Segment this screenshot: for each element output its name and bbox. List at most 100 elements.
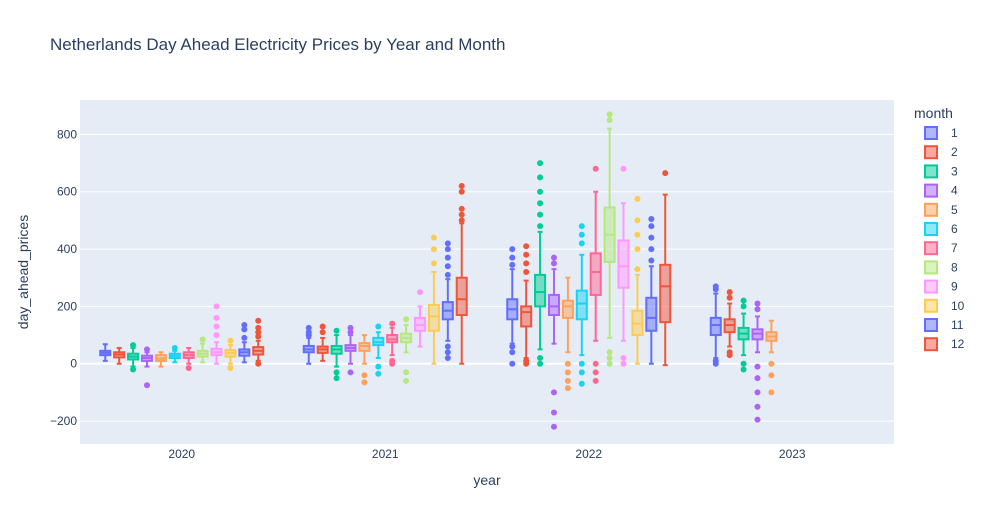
outlier-point: [403, 377, 410, 384]
legend-title: month: [914, 105, 953, 121]
outlier-point: [754, 375, 761, 382]
legend-item-9: 9: [924, 279, 958, 294]
box-iqr: [358, 342, 371, 352]
legend-swatch: [924, 145, 938, 160]
outlier-point: [537, 223, 544, 230]
x-tick-label: 2020: [168, 447, 195, 461]
box-iqr: [617, 239, 630, 289]
legend-item-8: 8: [924, 260, 958, 275]
outlier-point: [523, 260, 530, 267]
outlier-point: [523, 243, 530, 250]
series-5: [154, 276, 778, 396]
series-11: [238, 215, 658, 365]
outlier-point: [550, 423, 557, 430]
outlier-point: [333, 375, 340, 382]
x-tick-labels: 2020 2021 2022 2023: [168, 447, 806, 461]
legend-swatch: [924, 298, 938, 313]
outlier-point: [537, 200, 544, 207]
outlier-point: [768, 372, 775, 379]
outlier-point: [620, 360, 627, 367]
box-iqr: [561, 299, 574, 319]
outlier-point: [417, 289, 424, 296]
outlier-point: [305, 324, 312, 331]
outlier-point: [634, 246, 641, 253]
outlier-point: [754, 363, 761, 370]
series-8: [196, 111, 616, 384]
outlier-point: [255, 329, 262, 336]
outlier-point: [430, 246, 437, 253]
outlier-point: [375, 323, 382, 330]
legend-label: 7: [951, 241, 958, 255]
box-iqr: [520, 305, 533, 328]
outlier-point: [578, 380, 585, 387]
outlier-point: [213, 323, 220, 330]
outlier-point: [361, 379, 368, 386]
outlier-point: [578, 223, 585, 230]
outlier-point: [509, 261, 516, 268]
outlier-point: [509, 349, 516, 356]
outlier-point: [458, 183, 465, 189]
outlier-point: [550, 409, 557, 416]
y-axis-label: day_ahead_prices: [15, 215, 31, 329]
series-1: [99, 246, 722, 367]
y-tick-label: 0: [70, 357, 77, 371]
outlier-point: [444, 271, 451, 278]
outlier-point: [712, 357, 719, 364]
outlier-point: [768, 360, 775, 367]
legend-item-4: 4: [924, 183, 958, 198]
outlier-point: [564, 360, 571, 367]
outlier-point: [255, 333, 262, 340]
outlier-point: [213, 314, 220, 321]
legend-item-2: 2: [924, 145, 958, 160]
outlier-point: [444, 254, 451, 261]
outlier-point: [754, 416, 761, 423]
outlier-point: [648, 234, 655, 241]
outlier-point: [347, 324, 354, 331]
outlier-point: [361, 372, 368, 379]
series-2: [113, 243, 736, 367]
legend-swatch: [924, 260, 938, 275]
outlier-point: [564, 377, 571, 384]
outlier-point: [634, 195, 641, 202]
outlier-point: [740, 360, 747, 367]
legend-swatch: [924, 337, 938, 352]
legend-item-5: 5: [924, 202, 958, 217]
outlier-point: [537, 211, 544, 218]
box-iqr: [455, 276, 468, 317]
legend-item-10: 10: [924, 298, 965, 313]
legend-item-11: 11: [924, 318, 964, 332]
outlier-point: [255, 360, 262, 367]
outlier-point: [648, 215, 655, 222]
box-iqr: [589, 252, 602, 296]
outlier-point: [444, 355, 451, 361]
legend-label: 10: [951, 299, 965, 313]
outlier-point: [389, 357, 396, 364]
outlier-point: [319, 323, 326, 330]
outlier-point: [241, 326, 248, 333]
outlier-point: [648, 246, 655, 253]
legend-label: 1: [951, 126, 958, 140]
outlier-point: [592, 165, 599, 172]
y-tick-label: 600: [57, 185, 77, 199]
outlier-point: [740, 297, 747, 304]
legend-swatch: [924, 183, 938, 198]
outlier-point: [564, 385, 571, 392]
outlier-point: [537, 360, 544, 367]
outlier-point: [634, 231, 641, 238]
legend-swatch: [924, 126, 938, 140]
outlier-point: [537, 160, 544, 167]
outlier-point: [444, 246, 451, 253]
legend-label: 8: [951, 260, 958, 274]
outlier-point: [712, 283, 719, 290]
x-tick-label: 2021: [372, 447, 399, 461]
outlier-point: [578, 360, 585, 367]
y-tick-label: 400: [57, 242, 77, 256]
outlier-point: [550, 389, 557, 396]
legend-swatch: [924, 222, 938, 236]
outlier-point: [634, 266, 641, 273]
legend-item-7: 7: [924, 241, 958, 256]
legend-label: 6: [951, 222, 958, 236]
outlier-point: [523, 269, 530, 275]
outlier-point: [403, 316, 410, 323]
